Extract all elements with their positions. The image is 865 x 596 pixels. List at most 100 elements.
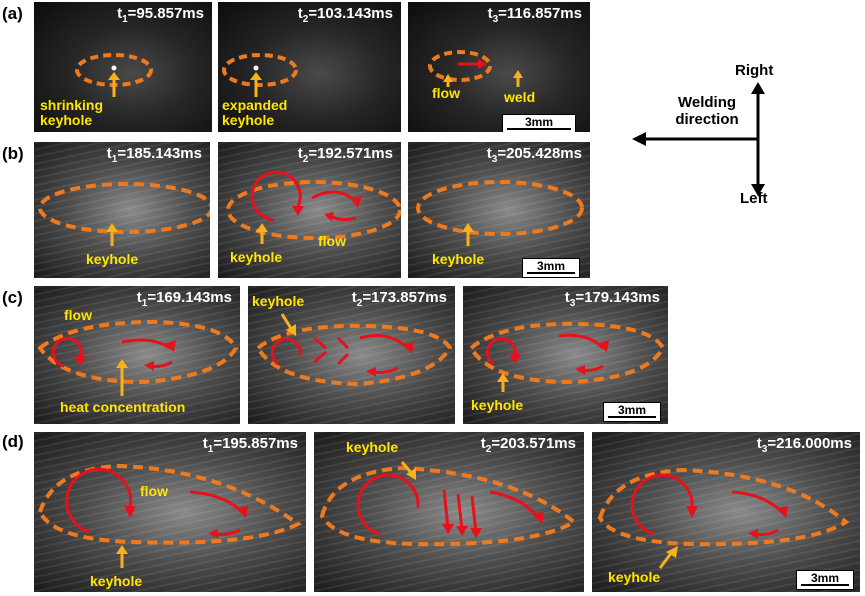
frame-d2-overlay (319, 461, 578, 547)
flow-arrow (558, 333, 605, 350)
flow-arrowhead (366, 367, 376, 377)
frame-b3: t3=205.428ms keyhole 3mm (408, 142, 590, 278)
pointer-arrowhead (513, 70, 523, 78)
melt-pool-outline (222, 53, 298, 87)
flow-arrowhead (686, 506, 698, 518)
annotation-keyhole: keyhole (608, 569, 661, 585)
annotation-flow: flow (64, 307, 92, 323)
pointer-arrowhead (256, 223, 268, 232)
flow-arrowhead (124, 506, 136, 518)
frame-b1: t1=185.143ms keyhole (34, 142, 210, 278)
timestamp: t1=185.143ms (106, 145, 202, 165)
direction-indicator (632, 82, 765, 196)
flow-loop (65, 467, 133, 534)
annotation-expanded-keyhole: expanded keyhole (222, 97, 288, 128)
melt-pool-outline (416, 180, 584, 236)
frame-b2-overlay (226, 170, 401, 244)
pointer-arrowhead (666, 546, 678, 558)
right-arrowhead (751, 82, 765, 94)
frame-a1-overlay (75, 53, 153, 97)
annotation-flow: flow (432, 85, 460, 101)
melt-pool-outline (597, 467, 850, 547)
keyhole-spot (111, 65, 117, 71)
timestamp: t1=169.143ms (136, 289, 232, 309)
frame-c3-overlay (468, 321, 666, 392)
scale-bar: 3mm (796, 570, 854, 590)
flow-arrowhead (350, 196, 362, 208)
flow-arrowhead (208, 529, 218, 539)
pointer-arrowhead (106, 223, 118, 232)
scale-bar-line (507, 128, 571, 130)
flow-arrow (121, 338, 171, 350)
flow-arrowhead (164, 340, 176, 352)
pointer-arrow (658, 551, 674, 569)
pointer-arrowhead (286, 324, 296, 336)
row-label-c: (c) (2, 288, 23, 307)
annotation-keyhole: keyhole (252, 293, 305, 309)
timestamp: t2=203.571ms (480, 435, 576, 455)
frame-d1-overlay (37, 463, 302, 568)
frame-c2: t2=173.857ms keyhole (248, 286, 455, 424)
pointer-arrowhead (443, 74, 453, 82)
flow-arrowhead (575, 365, 585, 375)
flow-arrowhead (442, 524, 454, 534)
flow-arrowhead (478, 59, 487, 69)
frame-c1-overlay (37, 319, 239, 396)
flow-arrowhead (74, 356, 86, 366)
frame-d3: t3=216.000ms keyhole 3mm (592, 432, 860, 592)
melt-pool-outline (38, 182, 210, 234)
frame-c2-overlay (255, 313, 453, 387)
frame-a2-overlay (222, 53, 298, 97)
flow-arrowhead (470, 528, 482, 538)
flow-arrowhead (748, 529, 758, 539)
melt-pool-outline (255, 323, 453, 387)
frame-a3: t3=116.857ms flow weld 3mm (408, 2, 590, 132)
left-arrowhead (751, 184, 765, 196)
flow-arrow (731, 490, 784, 514)
flow-arrowhead (532, 512, 544, 524)
keyhole-spot (253, 65, 259, 71)
timestamp: t2=173.857ms (351, 289, 447, 309)
timestamp: t1=95.857ms (117, 5, 204, 25)
pointer-arrowhead (462, 223, 474, 232)
timestamp: t1=195.857ms (202, 435, 298, 455)
annotation-shrinking-keyhole: shrinking keyhole (40, 97, 104, 128)
flow-loop (630, 473, 694, 536)
flow-arrowhead (292, 206, 304, 216)
scale-bar: 3mm (522, 258, 580, 278)
flow-arrow (329, 214, 357, 222)
direction-label-welding: Welding direction (675, 94, 739, 128)
melt-pool-outline (428, 50, 492, 82)
frame-d2: t2=203.571ms keyhole (314, 432, 584, 592)
flow-arrows-bundle (313, 336, 350, 366)
timestamp: t3=216.000ms (756, 435, 852, 455)
annotation-flow: flow (318, 233, 346, 249)
welding-direction-arrowhead (632, 132, 646, 146)
annotation-keyhole: keyhole (90, 573, 143, 589)
flow-loop (51, 336, 83, 368)
frame-a2: t2=103.143ms expanded keyhole (218, 2, 401, 132)
frame-b2: t2=192.571ms keyhole flow (218, 142, 401, 278)
flow-arrows-bundle (442, 489, 478, 533)
timestamp: t3=205.428ms (486, 145, 582, 165)
melt-pool-outline (37, 319, 239, 385)
scale-bar-line (608, 416, 656, 418)
timestamp: t2=103.143ms (297, 5, 393, 25)
flow-loop (356, 473, 420, 536)
frame-b1-overlay (38, 182, 210, 246)
annotation-weld: weld (504, 89, 536, 105)
annotation-keyhole: keyhole (230, 249, 283, 265)
pointer-arrowhead (116, 545, 128, 554)
flow-arrowhead (236, 506, 248, 518)
pointer-arrow (280, 313, 294, 331)
melt-pool-outline (468, 321, 666, 385)
timestamp: t3=179.143ms (564, 289, 660, 309)
melt-pool-outline (319, 465, 578, 547)
flow-loop (250, 170, 302, 222)
frame-a1: t1=95.857ms shrinking keyhole (34, 2, 212, 132)
annotation-keyhole: keyhole (86, 251, 139, 267)
annotation-keyhole: keyhole (471, 397, 524, 413)
flow-arrowhead (597, 340, 609, 352)
melt-pool-outline (226, 180, 401, 240)
timestamp: t2=192.571ms (297, 145, 393, 165)
